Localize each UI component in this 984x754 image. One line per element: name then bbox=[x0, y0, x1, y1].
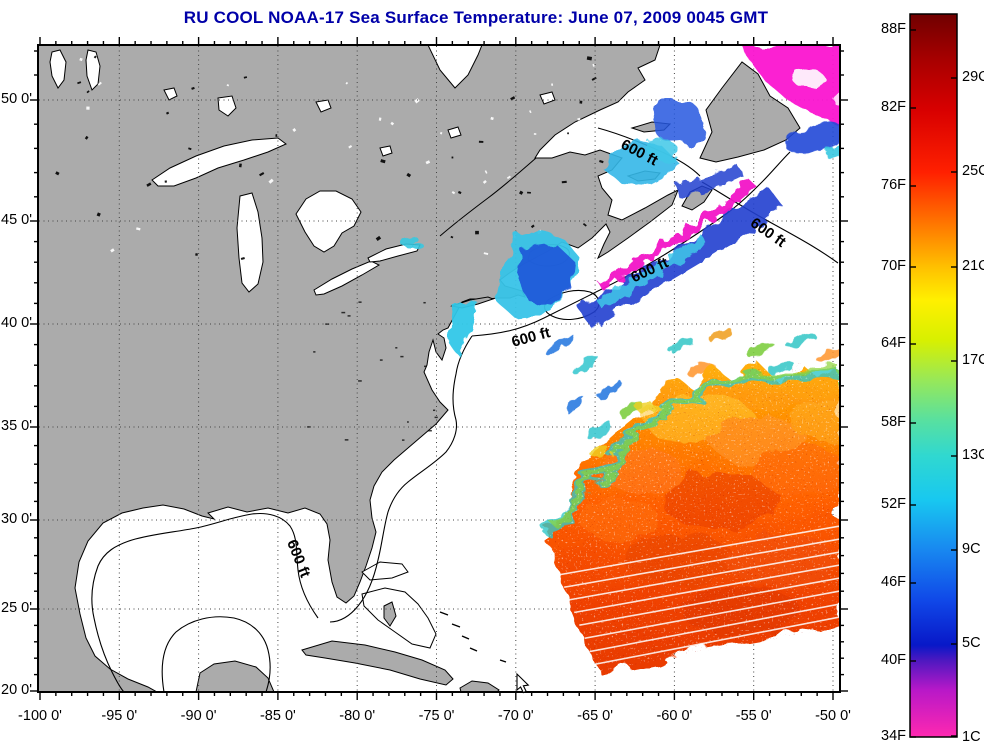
land-speckles bbox=[55, 55, 604, 441]
colorbar-c-label: 13C bbox=[962, 447, 984, 463]
y-tick-label: 40 0' bbox=[1, 315, 32, 331]
sst-cold-water-northeast bbox=[400, 46, 839, 355]
x-tick-label: -100 0' bbox=[18, 708, 62, 724]
colorbar-f-label: 58F bbox=[881, 414, 906, 430]
colorbar-ticks bbox=[910, 29, 957, 738]
colorbar bbox=[909, 13, 958, 738]
colorbar-c-label: 25C bbox=[962, 163, 984, 179]
colorbar-f-label: 40F bbox=[881, 652, 906, 668]
colorbar-f-label: 34F bbox=[881, 728, 906, 744]
mouse-cursor-icon bbox=[516, 672, 530, 694]
y-tick-label: 35 0' bbox=[1, 418, 32, 434]
colorbar-c-label: 1C bbox=[962, 729, 981, 745]
sst-warm-swath bbox=[545, 360, 839, 672]
x-tick-label: -60 0' bbox=[656, 708, 693, 724]
y-tick-label: 30 0' bbox=[1, 511, 32, 527]
colorbar-f-label: 76F bbox=[881, 177, 906, 193]
colorbar-c-label: 17C bbox=[962, 352, 984, 368]
colorbar-c-label: 9C bbox=[962, 541, 981, 557]
x-tick-label: -65 0' bbox=[577, 708, 613, 724]
colorbar-c-label: 29C bbox=[962, 69, 984, 85]
page-title: RU COOL NOAA-17 Sea Surface Temperature:… bbox=[183, 8, 769, 27]
colorbar-c-label: 21C bbox=[962, 258, 984, 274]
x-tick-label: -50 0' bbox=[815, 708, 851, 724]
axis-ticks bbox=[30, 37, 848, 700]
colorbar-gradient bbox=[909, 13, 958, 738]
colorbar-f-label: 64F bbox=[881, 335, 906, 351]
colorbar-c-label: 5C bbox=[962, 635, 981, 651]
colorbar-f-label: 82F bbox=[881, 99, 906, 115]
x-tick-label: -55 0' bbox=[735, 708, 772, 724]
colorbar-f-label: 52F bbox=[881, 496, 906, 512]
x-tick-label: -80 0' bbox=[339, 708, 376, 724]
colorbar-f-label: 70F bbox=[881, 258, 906, 274]
y-tick-label: 50 0' bbox=[1, 91, 32, 107]
colorbar-f-label: 88F bbox=[881, 21, 906, 37]
x-tick-label: -75 0' bbox=[418, 708, 455, 724]
x-tick-label: -85 0' bbox=[259, 708, 296, 724]
great-lakes bbox=[49, 49, 556, 296]
x-tick-label: -70 0' bbox=[497, 708, 534, 724]
y-tick-label: 45 0' bbox=[1, 212, 32, 228]
x-tick-label: -90 0' bbox=[180, 708, 217, 724]
colorbar-f-label: 46F bbox=[881, 574, 906, 590]
y-tick-label: 20 0' bbox=[1, 682, 32, 698]
y-tick-label: 25 0' bbox=[1, 600, 32, 616]
x-tick-label: -95 0' bbox=[101, 708, 138, 724]
st-lawrence-river bbox=[439, 157, 537, 237]
plot-frame bbox=[37, 44, 841, 693]
